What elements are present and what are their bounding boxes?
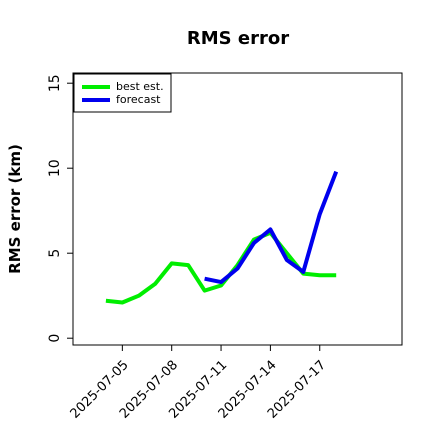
legend-box [73, 73, 172, 113]
y-tick-label: 0 [47, 334, 63, 343]
y-tick-label: 5 [47, 249, 63, 258]
y-tick-label: 15 [47, 74, 63, 92]
data-line [105, 230, 337, 305]
chart-title: RMS error [187, 28, 289, 49]
legend-label: best est. [116, 80, 164, 93]
data-line [204, 170, 339, 285]
y-tick-label: 10 [47, 159, 63, 177]
legend-label: forecast [116, 93, 161, 106]
y-axis-label: RMS error (km) [6, 144, 24, 274]
plot-frame [72, 72, 403, 346]
